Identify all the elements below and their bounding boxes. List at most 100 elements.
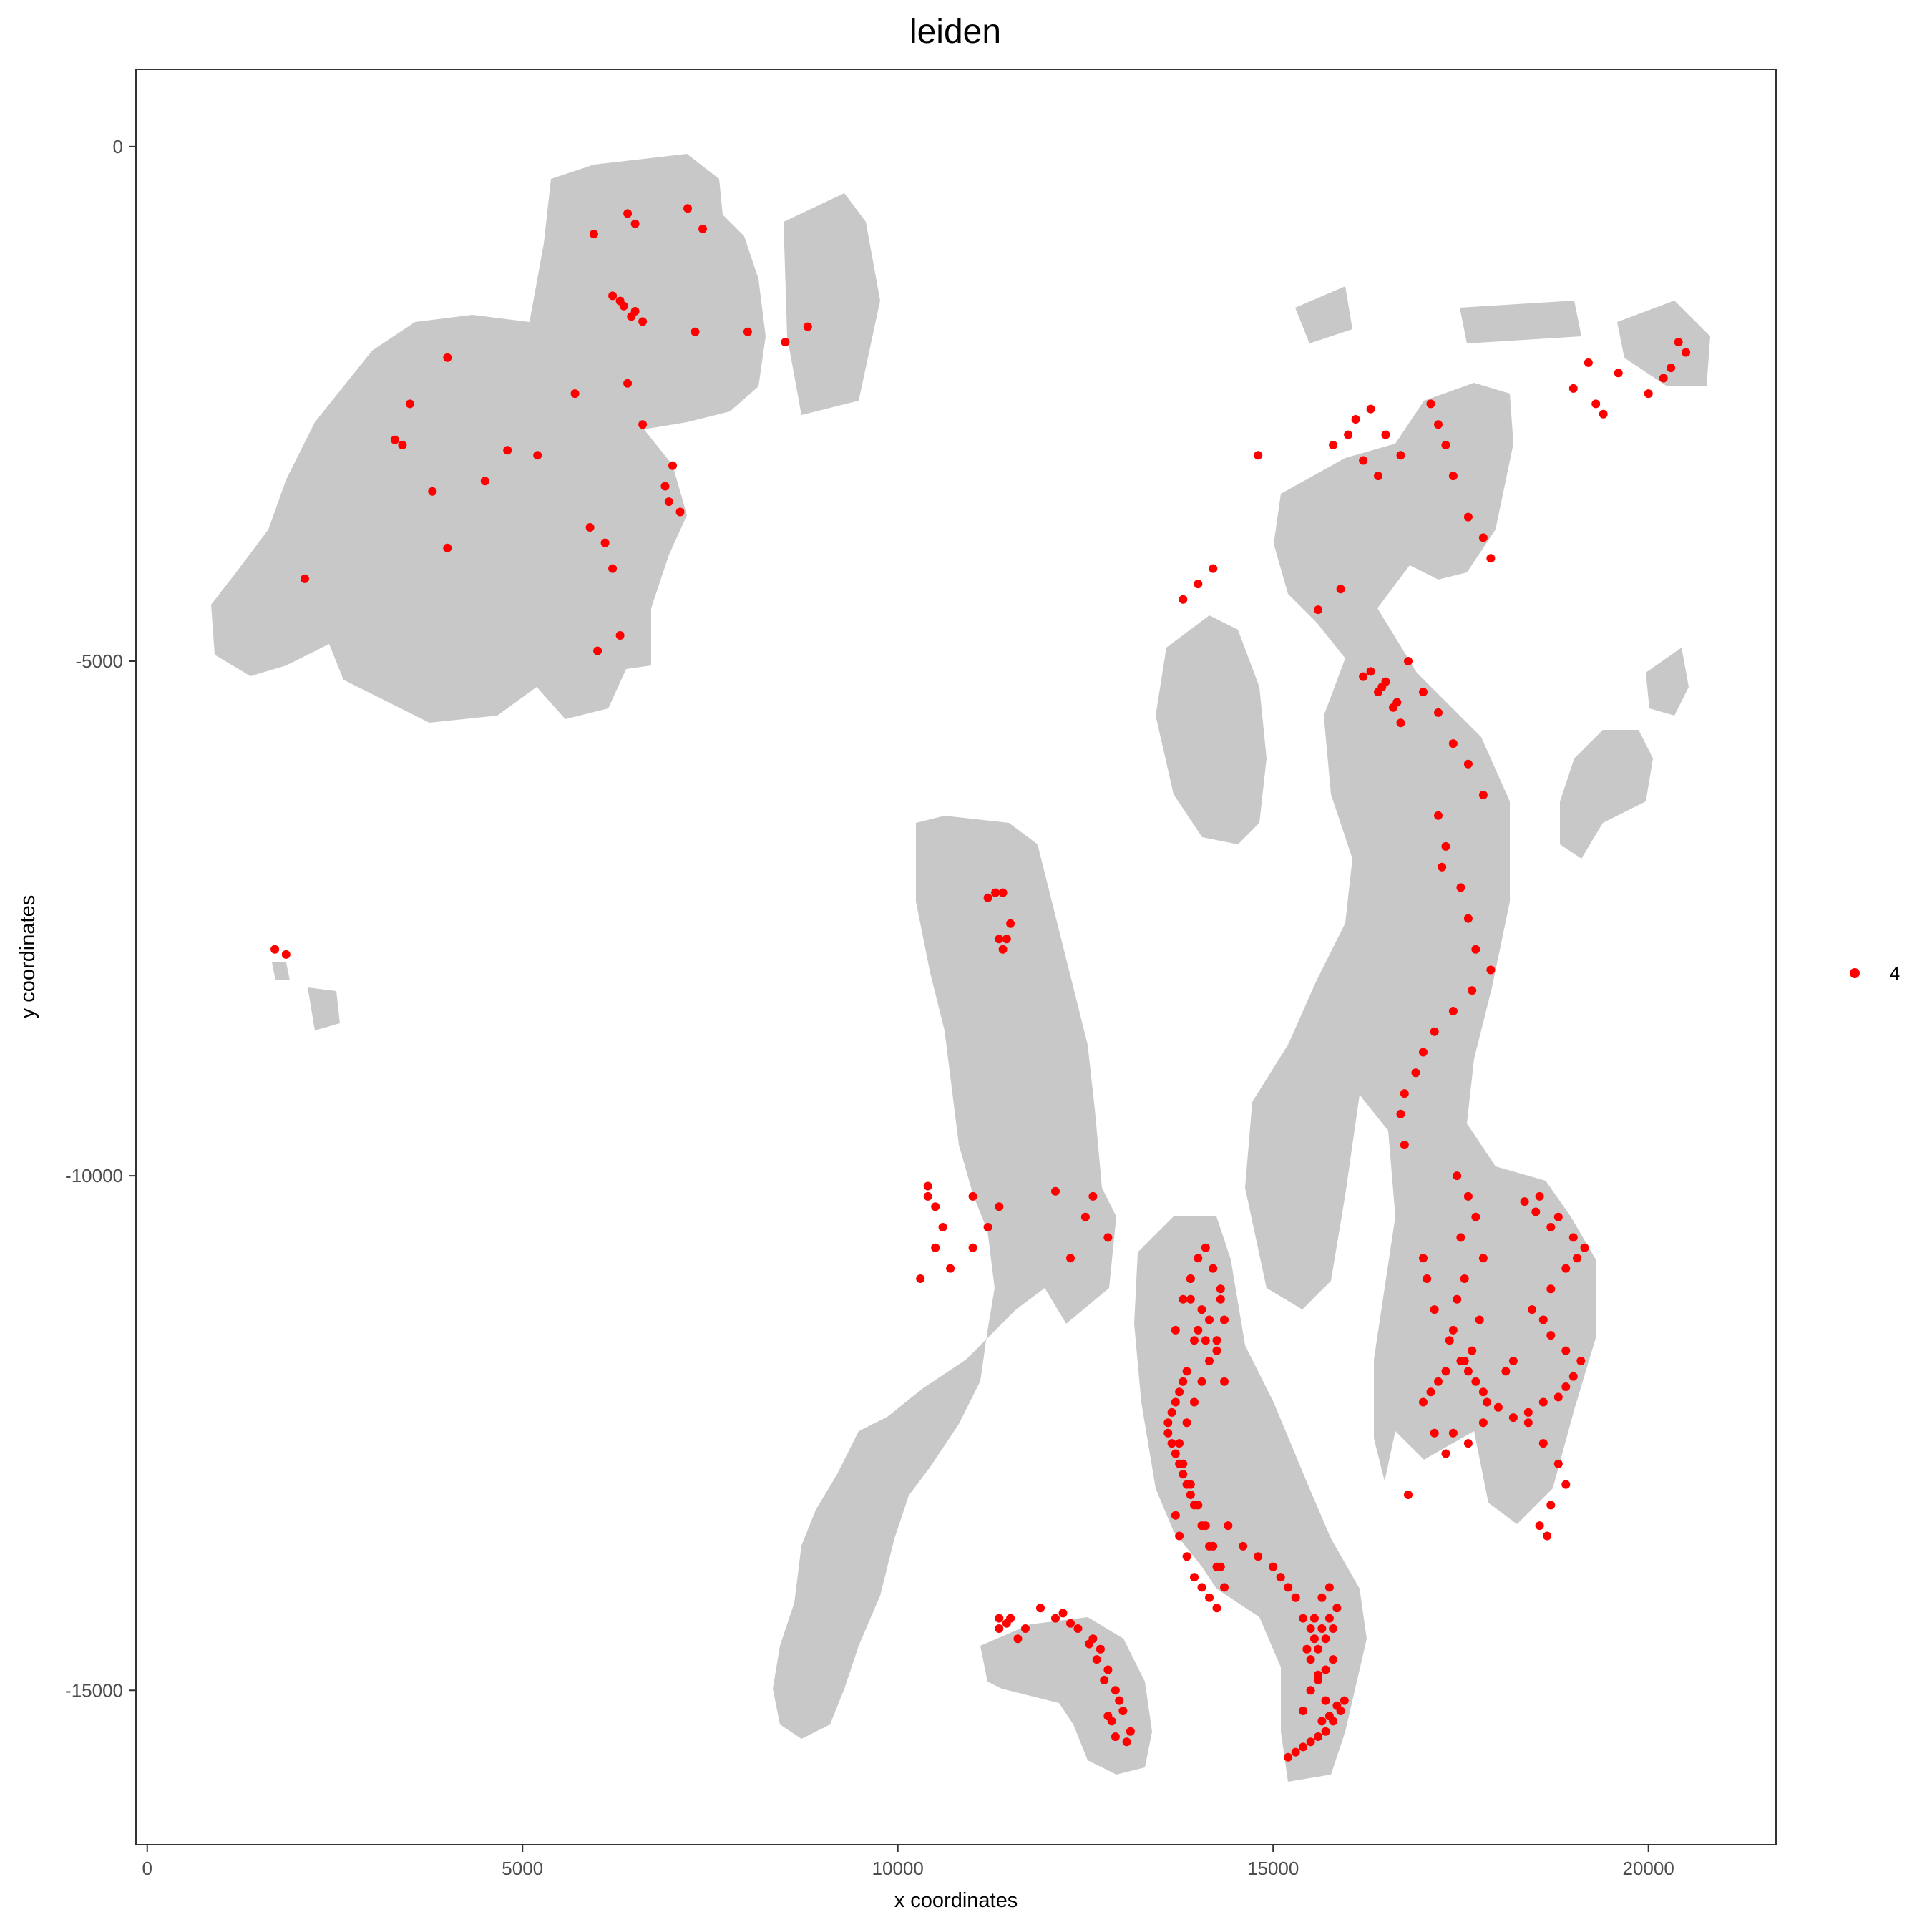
data-point	[1122, 1737, 1131, 1747]
data-point	[1377, 683, 1387, 691]
data-point	[1212, 1336, 1221, 1345]
data-point	[1475, 1315, 1484, 1324]
data-point	[1591, 399, 1601, 409]
data-point	[1179, 595, 1188, 604]
data-point	[1321, 1696, 1330, 1705]
data-point	[1111, 1732, 1120, 1741]
data-point	[1066, 1619, 1075, 1628]
data-point	[1190, 1397, 1199, 1407]
data-point	[1478, 791, 1488, 799]
data-point	[1329, 1624, 1338, 1633]
data-point	[1190, 1501, 1199, 1510]
data-point	[1194, 1325, 1203, 1335]
data-point	[1538, 1397, 1548, 1407]
data-point	[1471, 1377, 1480, 1386]
data-point	[1179, 1470, 1188, 1479]
data-point	[1051, 1614, 1060, 1623]
data-point	[998, 888, 1008, 897]
data-point	[623, 379, 633, 388]
legend-key-4	[1850, 968, 1860, 978]
plot-panel-border	[135, 69, 1777, 1845]
data-point	[1568, 1372, 1578, 1381]
legend-label-4: 4	[1890, 962, 1900, 984]
data-point	[1430, 1305, 1439, 1314]
data-point	[623, 209, 633, 218]
data-point	[1441, 1367, 1450, 1376]
tissue-region	[1156, 615, 1267, 844]
data-point	[1212, 1346, 1221, 1355]
data-point	[1538, 1439, 1548, 1448]
data-point	[1332, 1604, 1342, 1613]
tissue-region	[1295, 286, 1352, 343]
data-point	[1212, 1562, 1221, 1571]
cluster-4-points	[270, 204, 1691, 1762]
data-point	[1220, 1377, 1229, 1386]
data-point	[1463, 1367, 1473, 1376]
tissue-region	[1646, 648, 1689, 716]
data-point	[1434, 420, 1443, 429]
data-point	[1186, 1491, 1195, 1499]
data-point	[1190, 1573, 1199, 1582]
data-point	[1175, 1439, 1184, 1448]
data-point	[1659, 374, 1668, 383]
data-point	[1269, 1562, 1278, 1571]
data-point	[1085, 1639, 1094, 1649]
tissue-region	[980, 1617, 1152, 1775]
data-point	[1194, 580, 1203, 589]
data-point	[1423, 1274, 1432, 1283]
data-point	[1584, 358, 1593, 367]
tissue-region	[784, 193, 880, 415]
data-point	[660, 482, 670, 491]
data-point	[1396, 718, 1405, 728]
data-point	[443, 543, 452, 552]
data-point	[1002, 935, 1011, 944]
data-point	[1299, 1742, 1308, 1752]
data-point	[1201, 1243, 1210, 1252]
data-point	[1321, 1665, 1330, 1674]
data-point	[1682, 348, 1691, 357]
data-point	[1359, 672, 1368, 681]
data-point	[1441, 441, 1450, 449]
data-point	[1463, 759, 1473, 769]
x-axis-label: x coordinates	[894, 1889, 1018, 1912]
data-point	[1389, 703, 1397, 712]
data-point	[405, 399, 414, 409]
data-point	[1115, 1696, 1124, 1705]
data-point	[1205, 1357, 1214, 1365]
data-point	[1209, 1264, 1218, 1273]
tissue-region	[1245, 383, 1596, 1524]
data-point	[931, 1202, 940, 1211]
data-point	[608, 291, 618, 301]
data-point	[1205, 1593, 1214, 1602]
data-point	[946, 1264, 955, 1273]
data-point	[698, 224, 707, 233]
x-tick-label: 20000	[1623, 1858, 1674, 1879]
data-point	[1426, 399, 1435, 409]
data-point	[1344, 430, 1353, 439]
data-point	[1434, 708, 1443, 717]
data-point	[1546, 1284, 1556, 1294]
data-point	[1182, 1367, 1191, 1376]
chart-title: leiden	[909, 13, 1001, 51]
tissue-region	[272, 962, 290, 980]
y-axis: 0 -5000 -10000 -15000	[65, 136, 136, 1701]
data-point	[1291, 1593, 1300, 1602]
data-point	[1058, 1609, 1068, 1618]
data-point	[1092, 1655, 1101, 1664]
tissue-region	[773, 816, 1116, 1739]
data-point	[1448, 739, 1458, 748]
data-point	[1324, 1712, 1334, 1721]
data-point	[1396, 451, 1405, 460]
data-point	[1478, 533, 1488, 542]
data-point	[1486, 554, 1496, 563]
data-point	[503, 446, 512, 455]
data-point	[1209, 564, 1218, 573]
data-point	[1205, 1541, 1214, 1551]
data-point	[1463, 1191, 1473, 1201]
data-point	[683, 204, 692, 213]
data-point	[398, 441, 407, 449]
data-point	[1471, 1212, 1480, 1221]
data-point	[1538, 1315, 1548, 1324]
y-tick-label: -15000	[65, 1679, 123, 1701]
data-point	[1448, 1428, 1458, 1438]
